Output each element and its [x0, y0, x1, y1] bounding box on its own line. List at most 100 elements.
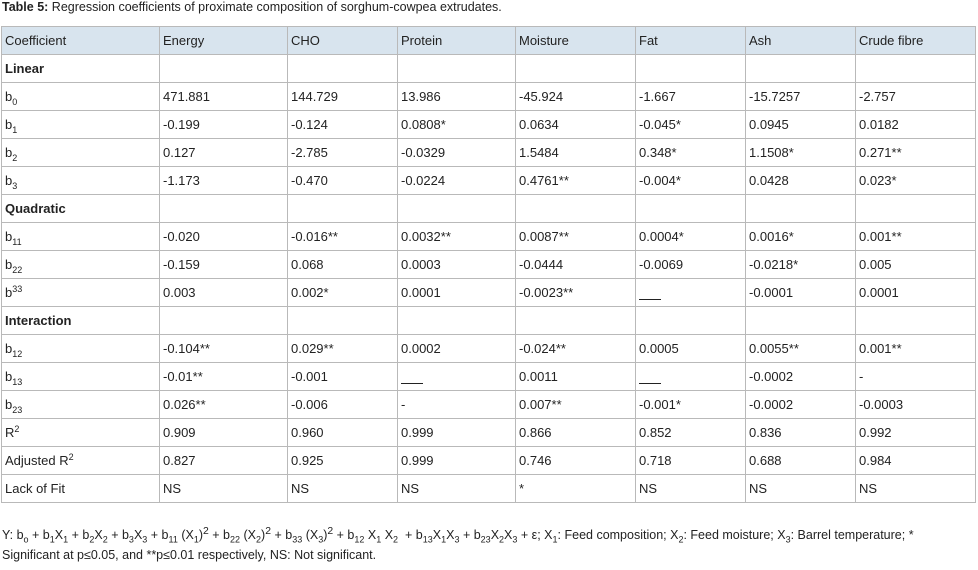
table-cell: 0.999 [397, 418, 516, 447]
table-caption-label: Table 5: [2, 0, 49, 14]
cell-value: -45.924 [519, 89, 564, 104]
coefficient-label: b11 [1, 222, 160, 251]
stats-label: Lack of Fit [1, 474, 160, 503]
empty-cell [855, 194, 976, 223]
cell-value: NS [859, 481, 878, 496]
table-cell: -0.0001 [745, 278, 856, 307]
cell-value: 0.746 [519, 453, 552, 468]
table-cell: -2.785 [287, 138, 398, 167]
cell-value: -1.667 [639, 89, 676, 104]
cell-value: -0.0329 [401, 145, 446, 160]
coefficient-subscript: 2 [12, 153, 18, 163]
table-cell: 0.0003 [397, 250, 516, 279]
table-cell: 0.0011 [515, 362, 636, 391]
coefficient-subscript: 12 [12, 349, 23, 359]
section-title-text: Linear [5, 61, 45, 76]
cell-value: 0.836 [749, 425, 782, 440]
regression-table: Coefficient Energy CHO Protein Moisture Fat As… [1, 26, 976, 503]
stats-label: Adjusted R2 [1, 446, 160, 475]
cell-value: -2.757 [859, 89, 896, 104]
table-cell: ___ [635, 278, 746, 307]
cell-value: 0.984 [859, 453, 892, 468]
empty-cell [515, 54, 636, 83]
empty-cell [515, 306, 636, 335]
cell-value: -0.124 [291, 117, 328, 132]
table-cell: -0.0002 [745, 390, 856, 419]
cell-value: 471.881 [163, 89, 210, 104]
empty-cell [397, 54, 516, 83]
table-cell: -2.757 [855, 82, 976, 111]
table-cell: ___ [635, 362, 746, 391]
cell-value: 0.852 [639, 425, 672, 440]
coefficient-label: b1 [1, 110, 160, 139]
coefficient-label: b33 [1, 278, 160, 307]
cell-value: 0.0087** [519, 229, 569, 244]
table-cell: 0.0001 [855, 278, 976, 307]
table-cell: -0.0329 [397, 138, 516, 167]
table-cell: 471.881 [159, 82, 288, 111]
cell-value: 0.348* [639, 145, 677, 160]
section-row: Quadratic [1, 194, 976, 223]
footnote-significance: Significant at p≤0.05, and **p≤0.01 resp… [2, 547, 377, 562]
table-cell: -0.104** [159, 334, 288, 363]
column-header: Coefficient [1, 26, 160, 55]
table-cell: 0.0182 [855, 110, 976, 139]
table-cell: 0.992 [855, 418, 976, 447]
coefficient-subscript: 22 [12, 265, 23, 275]
table-cell: -0.0444 [515, 250, 636, 279]
cell-value: -0.001* [639, 397, 681, 412]
table-cell: -0.004* [635, 166, 746, 195]
table-cell: -0.020 [159, 222, 288, 251]
table-caption: Table 5: Regression coefficients of prox… [2, 0, 502, 15]
coefficient-symbol: b [5, 285, 13, 300]
table-cell: 13.986 [397, 82, 516, 111]
cell-value: 0.002* [291, 285, 329, 300]
table-cell: -0.024** [515, 334, 636, 363]
cell-value: 0.0428 [749, 173, 789, 188]
column-header-label: Protein [401, 33, 443, 48]
table-cell: NS [855, 474, 976, 503]
cell-value: -0.024** [519, 341, 566, 356]
empty-cell [635, 306, 746, 335]
table-cell: 0.0016* [745, 222, 856, 251]
cell-value: -0.0218* [749, 257, 799, 272]
cell-value: 0.0002 [401, 341, 441, 356]
cell-value: 0.0004* [639, 229, 684, 244]
cell-value: 0.827 [163, 453, 196, 468]
cell-value: NS [163, 481, 182, 496]
coefficient-label: b2 [1, 138, 160, 167]
column-header: Fat [635, 26, 746, 55]
table-row: b23 0.026** -0.006-0.007** -0.001* -0.0002 -0… [1, 390, 976, 419]
cell-value: 0.026** [163, 397, 206, 412]
table-cell: 144.729 [287, 82, 398, 111]
table-cell: 0.026** [159, 390, 288, 419]
cell-value: 0.0634 [519, 117, 559, 132]
cell-value: 0.001** [859, 341, 902, 356]
table-cell: -0.199 [159, 110, 288, 139]
table-cell: 1.1508* [745, 138, 856, 167]
coefficient-superscript: 2 [14, 424, 20, 434]
empty-cell [745, 54, 856, 83]
cell-value: -0.045* [639, 117, 681, 132]
empty-cell [159, 54, 288, 83]
cell-value: 0.999 [401, 425, 434, 440]
cell-value: -0.016** [291, 229, 338, 244]
cell-value: 0.960 [291, 425, 324, 440]
cell-value: NS [749, 481, 768, 496]
coefficient-symbol: b [5, 341, 13, 356]
table-row: b0 471.881 144.729 13.986 -45.924 -1.667 -15.7… [1, 82, 976, 111]
table-cell: - [855, 362, 976, 391]
empty-cell [159, 194, 288, 223]
empty-cell [635, 194, 746, 223]
table-cell: 0.0808* [397, 110, 516, 139]
table-cell: 0.005 [855, 250, 976, 279]
cell-value: 1.5484 [519, 145, 559, 160]
table-cell: -0.159 [159, 250, 288, 279]
cell-value: -0.199 [163, 117, 200, 132]
coefficient-superscript: 33 [12, 284, 23, 294]
cell-value: 0.0032** [401, 229, 451, 244]
table-cell: 0.0002 [397, 334, 516, 363]
table-cell: 0.960 [287, 418, 398, 447]
cell-value: 0.0003 [401, 257, 441, 272]
cell-value: 0.925 [291, 453, 324, 468]
